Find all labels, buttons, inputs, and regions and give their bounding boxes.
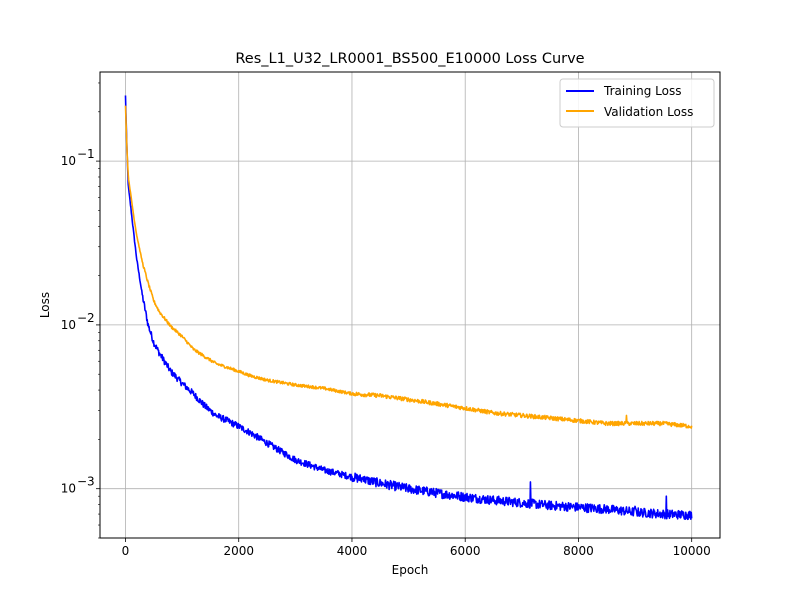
legend: Training Loss Validation Loss [559, 78, 715, 128]
y-tick-label: 10 [61, 154, 76, 168]
legend-label-training-loss: Training Loss [603, 84, 681, 98]
y-tick-label: 10 [61, 318, 76, 332]
x-tick-label: 6000 [450, 544, 481, 558]
series-line-validation-loss [124, 105, 693, 429]
series-line-training-loss [124, 95, 693, 521]
chart-title: Res_L1_U32_LR0001_BS500_E10000 Loss Curv… [235, 51, 584, 67]
grid-layer [100, 72, 720, 538]
x-tick-label: 10000 [673, 544, 711, 558]
y-tick-exponent: −1 [77, 147, 95, 161]
x-tick-label: 2000 [223, 544, 254, 558]
legend-label-validation-loss: Validation Loss [604, 105, 693, 119]
x-tick-label: 8000 [563, 544, 594, 558]
x-tick-label: 4000 [337, 544, 368, 558]
x-axis-title: Epoch [392, 563, 429, 577]
x-tick-label: 0 [122, 544, 130, 558]
legend-box [559, 78, 715, 128]
plot-area-frame [99, 71, 721, 539]
y-tick-exponent: −2 [77, 311, 95, 325]
y-tick-exponent: −3 [77, 475, 95, 489]
series-layer [124, 95, 693, 521]
y-tick-label: 10 [61, 482, 76, 496]
y-axis-title: Loss [38, 292, 52, 318]
